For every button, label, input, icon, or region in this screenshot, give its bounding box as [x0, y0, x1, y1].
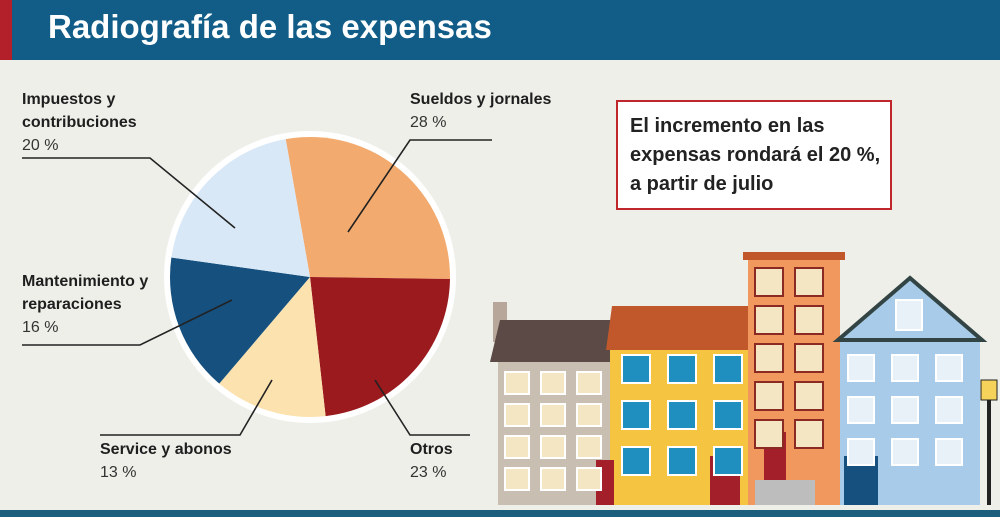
window: [540, 371, 566, 395]
window: [667, 446, 697, 476]
value-label: 13 %: [100, 464, 137, 481]
slice-label: Service y abonos 13 %: [100, 438, 280, 484]
window: [504, 467, 530, 491]
slice-label: Impuestos y contribuciones 20 %: [22, 88, 162, 157]
category-label: Sueldos y jornales: [410, 91, 552, 108]
window: [935, 354, 963, 382]
slice-label: Sueldos y jornales 28 %: [410, 88, 590, 134]
annotation: El incremento en las expensas rondará el…: [616, 100, 892, 210]
chart-title: Radiografía de las expensas: [48, 8, 492, 45]
window: [754, 381, 784, 411]
header-bar: [0, 0, 1000, 60]
roof: [490, 320, 620, 362]
window: [621, 446, 651, 476]
window: [713, 354, 743, 384]
window: [754, 267, 784, 297]
value-label: 20 %: [22, 137, 59, 154]
window: [891, 354, 919, 382]
window: [754, 305, 784, 335]
slice-label: Otros 23 %: [410, 438, 530, 484]
header-accent: [0, 0, 12, 60]
leader-lines: [22, 139, 492, 436]
window: [794, 267, 824, 297]
category-label: Impuestos y contribuciones: [22, 91, 137, 131]
window: [667, 400, 697, 430]
pie-slice: [171, 139, 310, 277]
lamp: [980, 379, 998, 401]
leader-line: [374, 379, 470, 436]
window: [847, 354, 875, 382]
stairs: [755, 480, 815, 505]
window: [891, 438, 919, 466]
category-label: Otros: [410, 441, 453, 458]
window: [667, 354, 697, 384]
window: [891, 396, 919, 424]
pie-slice: [170, 257, 310, 384]
window: [847, 438, 875, 466]
leader-line: [100, 379, 273, 436]
window: [895, 299, 923, 331]
window: [935, 396, 963, 424]
window: [794, 305, 824, 335]
footer-bar: [0, 510, 1000, 517]
window: [713, 446, 743, 476]
category-label: Service y abonos: [100, 441, 232, 458]
window: [754, 419, 784, 449]
window: [576, 371, 602, 395]
window: [794, 381, 824, 411]
window: [504, 435, 530, 459]
value-label: 23 %: [410, 464, 447, 481]
window: [754, 343, 784, 373]
window: [794, 419, 824, 449]
window: [713, 400, 743, 430]
pie-slice: [310, 277, 450, 417]
leader-line: [347, 139, 492, 233]
window: [504, 371, 530, 395]
window: [576, 467, 602, 491]
value-label: 16 %: [22, 319, 59, 336]
window: [576, 435, 602, 459]
pie: [170, 137, 451, 417]
window: [540, 467, 566, 491]
buildings: [490, 252, 998, 505]
window: [794, 343, 824, 373]
window: [540, 435, 566, 459]
window: [935, 438, 963, 466]
category-label: Mantenimiento y reparaciones: [22, 273, 149, 313]
roof: [743, 252, 845, 260]
window: [540, 403, 566, 427]
pie-slice: [219, 277, 326, 417]
slice-label: Mantenimiento y reparaciones 16 %: [22, 270, 172, 339]
leader-line: [22, 299, 233, 346]
pie-slice: [285, 137, 451, 279]
window: [576, 403, 602, 427]
window: [621, 400, 651, 430]
window: [621, 354, 651, 384]
value-label: 28 %: [410, 114, 447, 131]
roof: [606, 306, 756, 350]
lamp-post: [987, 395, 991, 505]
leader-line: [22, 157, 236, 229]
window: [504, 403, 530, 427]
window: [847, 396, 875, 424]
